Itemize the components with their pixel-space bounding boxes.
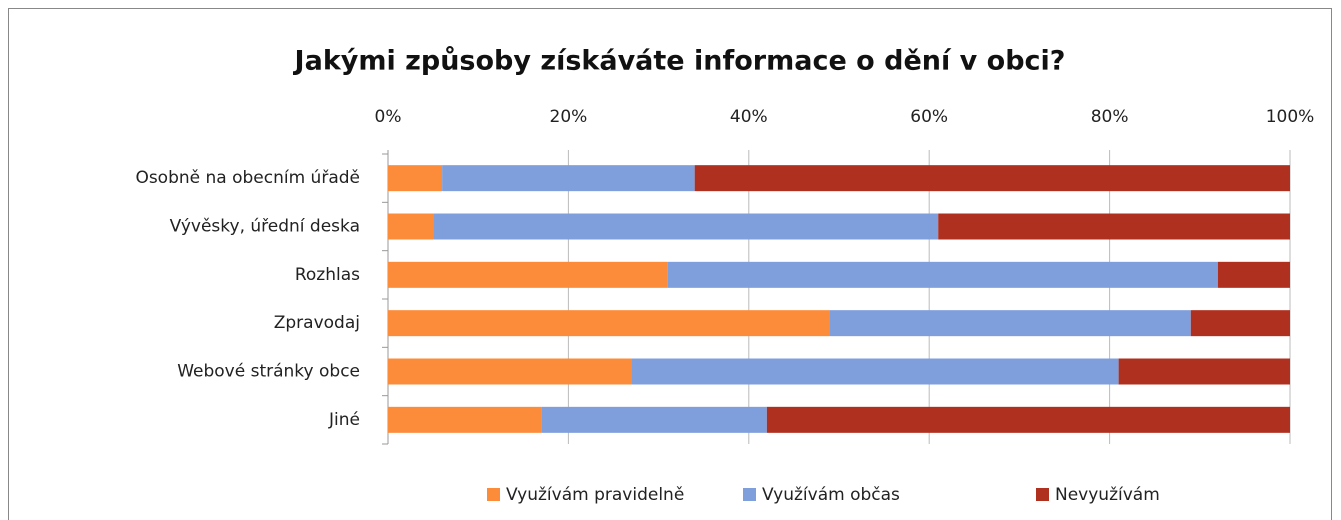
bar-segment [938,213,1290,240]
bar-segment [388,213,434,240]
legend-swatch [1036,488,1049,501]
y-tick-label: Webové stránky obce [177,362,360,382]
bar-segment [1217,261,1290,288]
legend-label: Využívám pravidelně [506,485,684,505]
bar-segment [442,165,695,192]
legend-swatch [487,488,500,501]
bar-segment [388,261,668,288]
y-tick-label: Vývěsky, úřední deska [170,217,360,237]
bar-segment [1118,358,1290,385]
bar-segment [631,358,1119,385]
x-tick-label: 0% [375,107,402,127]
x-tick-label: 20% [550,107,588,127]
bar-segment [541,406,767,433]
bar-segment [388,406,542,433]
x-tick-label: 40% [730,107,768,127]
x-tick-label: 80% [1091,107,1129,127]
bar-segment [388,310,830,337]
bar-segment [766,406,1290,433]
bar-segment [388,358,632,385]
bar-segment [667,261,1218,288]
y-tick-label: Zpravodaj [274,313,360,333]
bar-segment [829,310,1191,337]
bar-segment [433,213,939,240]
y-tick-label: Jiné [328,410,360,430]
bar-segment [694,165,1290,192]
y-tick-label: Osobně na obecním úřadě [135,168,360,188]
x-tick-label: 100% [1266,107,1315,127]
bar-segment [1190,310,1290,337]
bar-segment [388,165,443,192]
legend-swatch [743,488,756,501]
legend-label: Nevyužívám [1055,485,1160,505]
y-tick-label: Rozhlas [295,265,360,285]
x-tick-label: 60% [910,107,948,127]
chart-title: Jakými způsoby získáváte informace o děn… [293,46,1066,77]
legend-label: Využívám občas [762,485,900,505]
